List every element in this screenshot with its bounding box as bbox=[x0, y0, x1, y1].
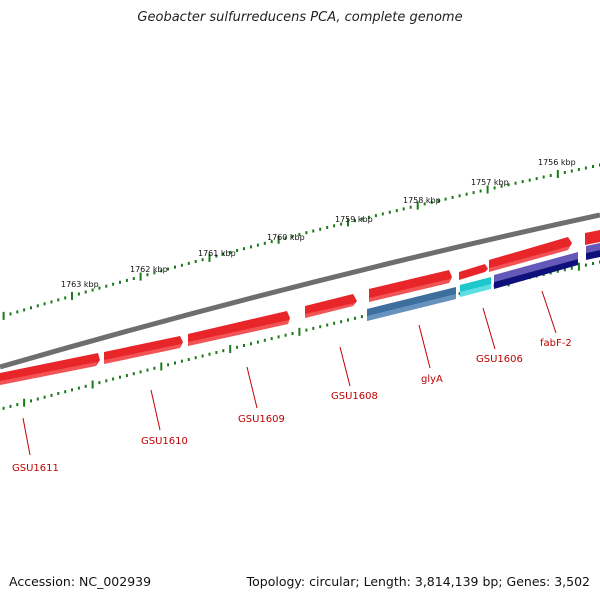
gene-label-gsu1609[interactable]: GSU1609 bbox=[238, 414, 285, 425]
inner-gene-track bbox=[367, 243, 600, 321]
label-leaders bbox=[22, 290, 557, 456]
scale-label: 1759 kbp bbox=[335, 215, 373, 224]
gene-arrow-unlabeled-1[interactable] bbox=[369, 270, 452, 302]
gene-arrow-gsu1609[interactable] bbox=[188, 311, 290, 346]
scale-label: 1761 kbp bbox=[198, 249, 236, 258]
scale-label: 1763 kbp bbox=[61, 280, 99, 289]
gene-labels: GSU1611 GSU1610 GSU1609 GSU1608 glyA GSU… bbox=[12, 338, 572, 474]
scale-label: 1762 kbp bbox=[130, 265, 168, 274]
accession-text: Accession: NC_002939 bbox=[9, 574, 152, 589]
gene-bar-edge-purple[interactable] bbox=[586, 243, 600, 253]
gene-arrow-unlabeled-4[interactable] bbox=[585, 230, 600, 245]
map-title: Geobacter sulfurreducens PCA, complete g… bbox=[137, 10, 463, 25]
genome-summary-text: Topology: circular; Length: 3,814,139 bp… bbox=[246, 574, 590, 589]
genome-backbone bbox=[0, 212, 600, 370]
outer-gene-track bbox=[0, 230, 600, 386]
scale-labels: 1763 kbp 1762 kbp 1761 kbp 1760 kbp 1759… bbox=[61, 158, 576, 289]
gene-bar-navy[interactable] bbox=[494, 259, 578, 289]
gene-label-fabf-2[interactable]: fabF-2 bbox=[540, 338, 572, 349]
gene-label-gsu1610[interactable]: GSU1610 bbox=[141, 436, 188, 447]
scale-label: 1756 kbp bbox=[538, 158, 576, 167]
gene-arrow-gsu1608[interactable] bbox=[305, 294, 357, 318]
gene-label-gsu1606[interactable]: GSU1606 bbox=[476, 354, 523, 365]
scale-label: 1760 kbp bbox=[267, 233, 305, 242]
gene-arrow-unlabeled-2[interactable] bbox=[459, 264, 488, 280]
gene-bar-fabf-2[interactable] bbox=[494, 252, 578, 282]
gene-label-gsu1608[interactable]: GSU1608 bbox=[331, 391, 378, 402]
gene-label-gsu1611[interactable]: GSU1611 bbox=[12, 463, 59, 474]
gene-label-glya[interactable]: glyA bbox=[421, 374, 443, 385]
scale-label: 1757 kbp bbox=[471, 178, 509, 187]
gene-arrow-unlabeled-3[interactable] bbox=[489, 237, 572, 272]
outer-scale-ticks bbox=[2, 163, 600, 320]
gene-arrow-gsu1610[interactable] bbox=[104, 336, 183, 364]
scale-label: 1758 kbp bbox=[403, 196, 441, 205]
gene-bar-edge-navy[interactable] bbox=[586, 250, 600, 260]
gene-arrow-gsu1611[interactable] bbox=[0, 353, 100, 386]
